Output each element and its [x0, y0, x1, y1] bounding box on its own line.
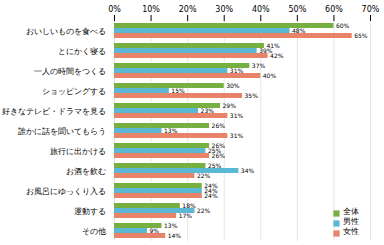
svg-text:24%: 24%	[204, 192, 218, 199]
svg-text:31%: 31%	[230, 67, 244, 74]
svg-text:22%: 22%	[197, 207, 211, 214]
svg-text:25%: 25%	[207, 146, 222, 154]
svg-text:50%: 50%	[288, 5, 306, 14]
svg-text:22%: 22%	[197, 172, 211, 179]
svg-text:25%: 25%	[208, 162, 222, 169]
svg-text:誰かに話を聞いてもらう: 誰かに話を聞いてもらう	[18, 127, 106, 136]
svg-text:26%: 26%	[212, 122, 226, 129]
svg-text:48%: 48%	[292, 27, 306, 34]
svg-text:39%: 39%	[259, 46, 273, 54]
svg-text:14%: 14%	[168, 232, 182, 239]
svg-text:24%: 24%	[204, 186, 218, 194]
svg-text:運動する: 運動する	[74, 207, 106, 216]
svg-text:60%: 60%	[325, 5, 343, 14]
svg-text:70%: 70%	[362, 5, 380, 14]
svg-text:9%: 9%	[149, 227, 159, 234]
svg-text:全体: 全体	[343, 207, 359, 216]
svg-text:31%: 31%	[230, 132, 244, 139]
svg-text:お風呂にゆっくり入る: お風呂にゆっくり入る	[26, 187, 106, 196]
svg-text:34%: 34%	[241, 167, 255, 174]
svg-text:13%: 13%	[164, 127, 178, 134]
svg-text:おいしいものを食べる: おいしいものを食べる	[26, 27, 106, 36]
svg-text:30%: 30%	[226, 82, 240, 89]
svg-text:40%: 40%	[263, 72, 277, 79]
svg-text:とにかく寝る: とにかく寝る	[58, 47, 106, 56]
svg-text:42%: 42%	[270, 52, 284, 59]
svg-text:30%: 30%	[215, 5, 233, 14]
svg-text:17%: 17%	[179, 212, 193, 219]
svg-text:女性: 女性	[343, 227, 359, 236]
svg-text:10%: 10%	[142, 5, 160, 14]
svg-text:その他: その他	[82, 227, 106, 236]
svg-text:18%: 18%	[182, 202, 196, 209]
svg-text:65%: 65%	[354, 32, 368, 39]
svg-text:26%: 26%	[211, 141, 225, 149]
svg-text:23%: 23%	[201, 107, 215, 114]
svg-text:好きなテレビ・ドラマを見る: 好きなテレビ・ドラマを見る	[2, 107, 106, 116]
svg-text:24%: 24%	[204, 181, 218, 189]
svg-text:旅行に出かける: 旅行に出かける	[50, 147, 106, 156]
svg-text:31%: 31%	[230, 112, 244, 119]
svg-text:20%: 20%	[179, 5, 197, 14]
svg-text:37%: 37%	[252, 62, 266, 69]
svg-text:0%: 0%	[108, 5, 121, 14]
svg-text:15%: 15%	[171, 87, 185, 94]
svg-text:一人の時間をつくる: 一人の時間をつくる	[34, 67, 106, 76]
svg-text:26%: 26%	[212, 152, 226, 159]
svg-text:60%: 60%	[336, 22, 350, 29]
svg-text:男性: 男性	[343, 217, 359, 226]
svg-text:お酒を飲む: お酒を飲む	[66, 167, 106, 176]
svg-text:40%: 40%	[252, 5, 270, 14]
svg-text:ショッピングする: ショッピングする	[42, 87, 106, 96]
svg-text:29%: 29%	[223, 102, 237, 109]
svg-text:35%: 35%	[245, 92, 259, 99]
svg-text:41%: 41%	[266, 41, 280, 49]
svg-text:13%: 13%	[164, 222, 178, 229]
